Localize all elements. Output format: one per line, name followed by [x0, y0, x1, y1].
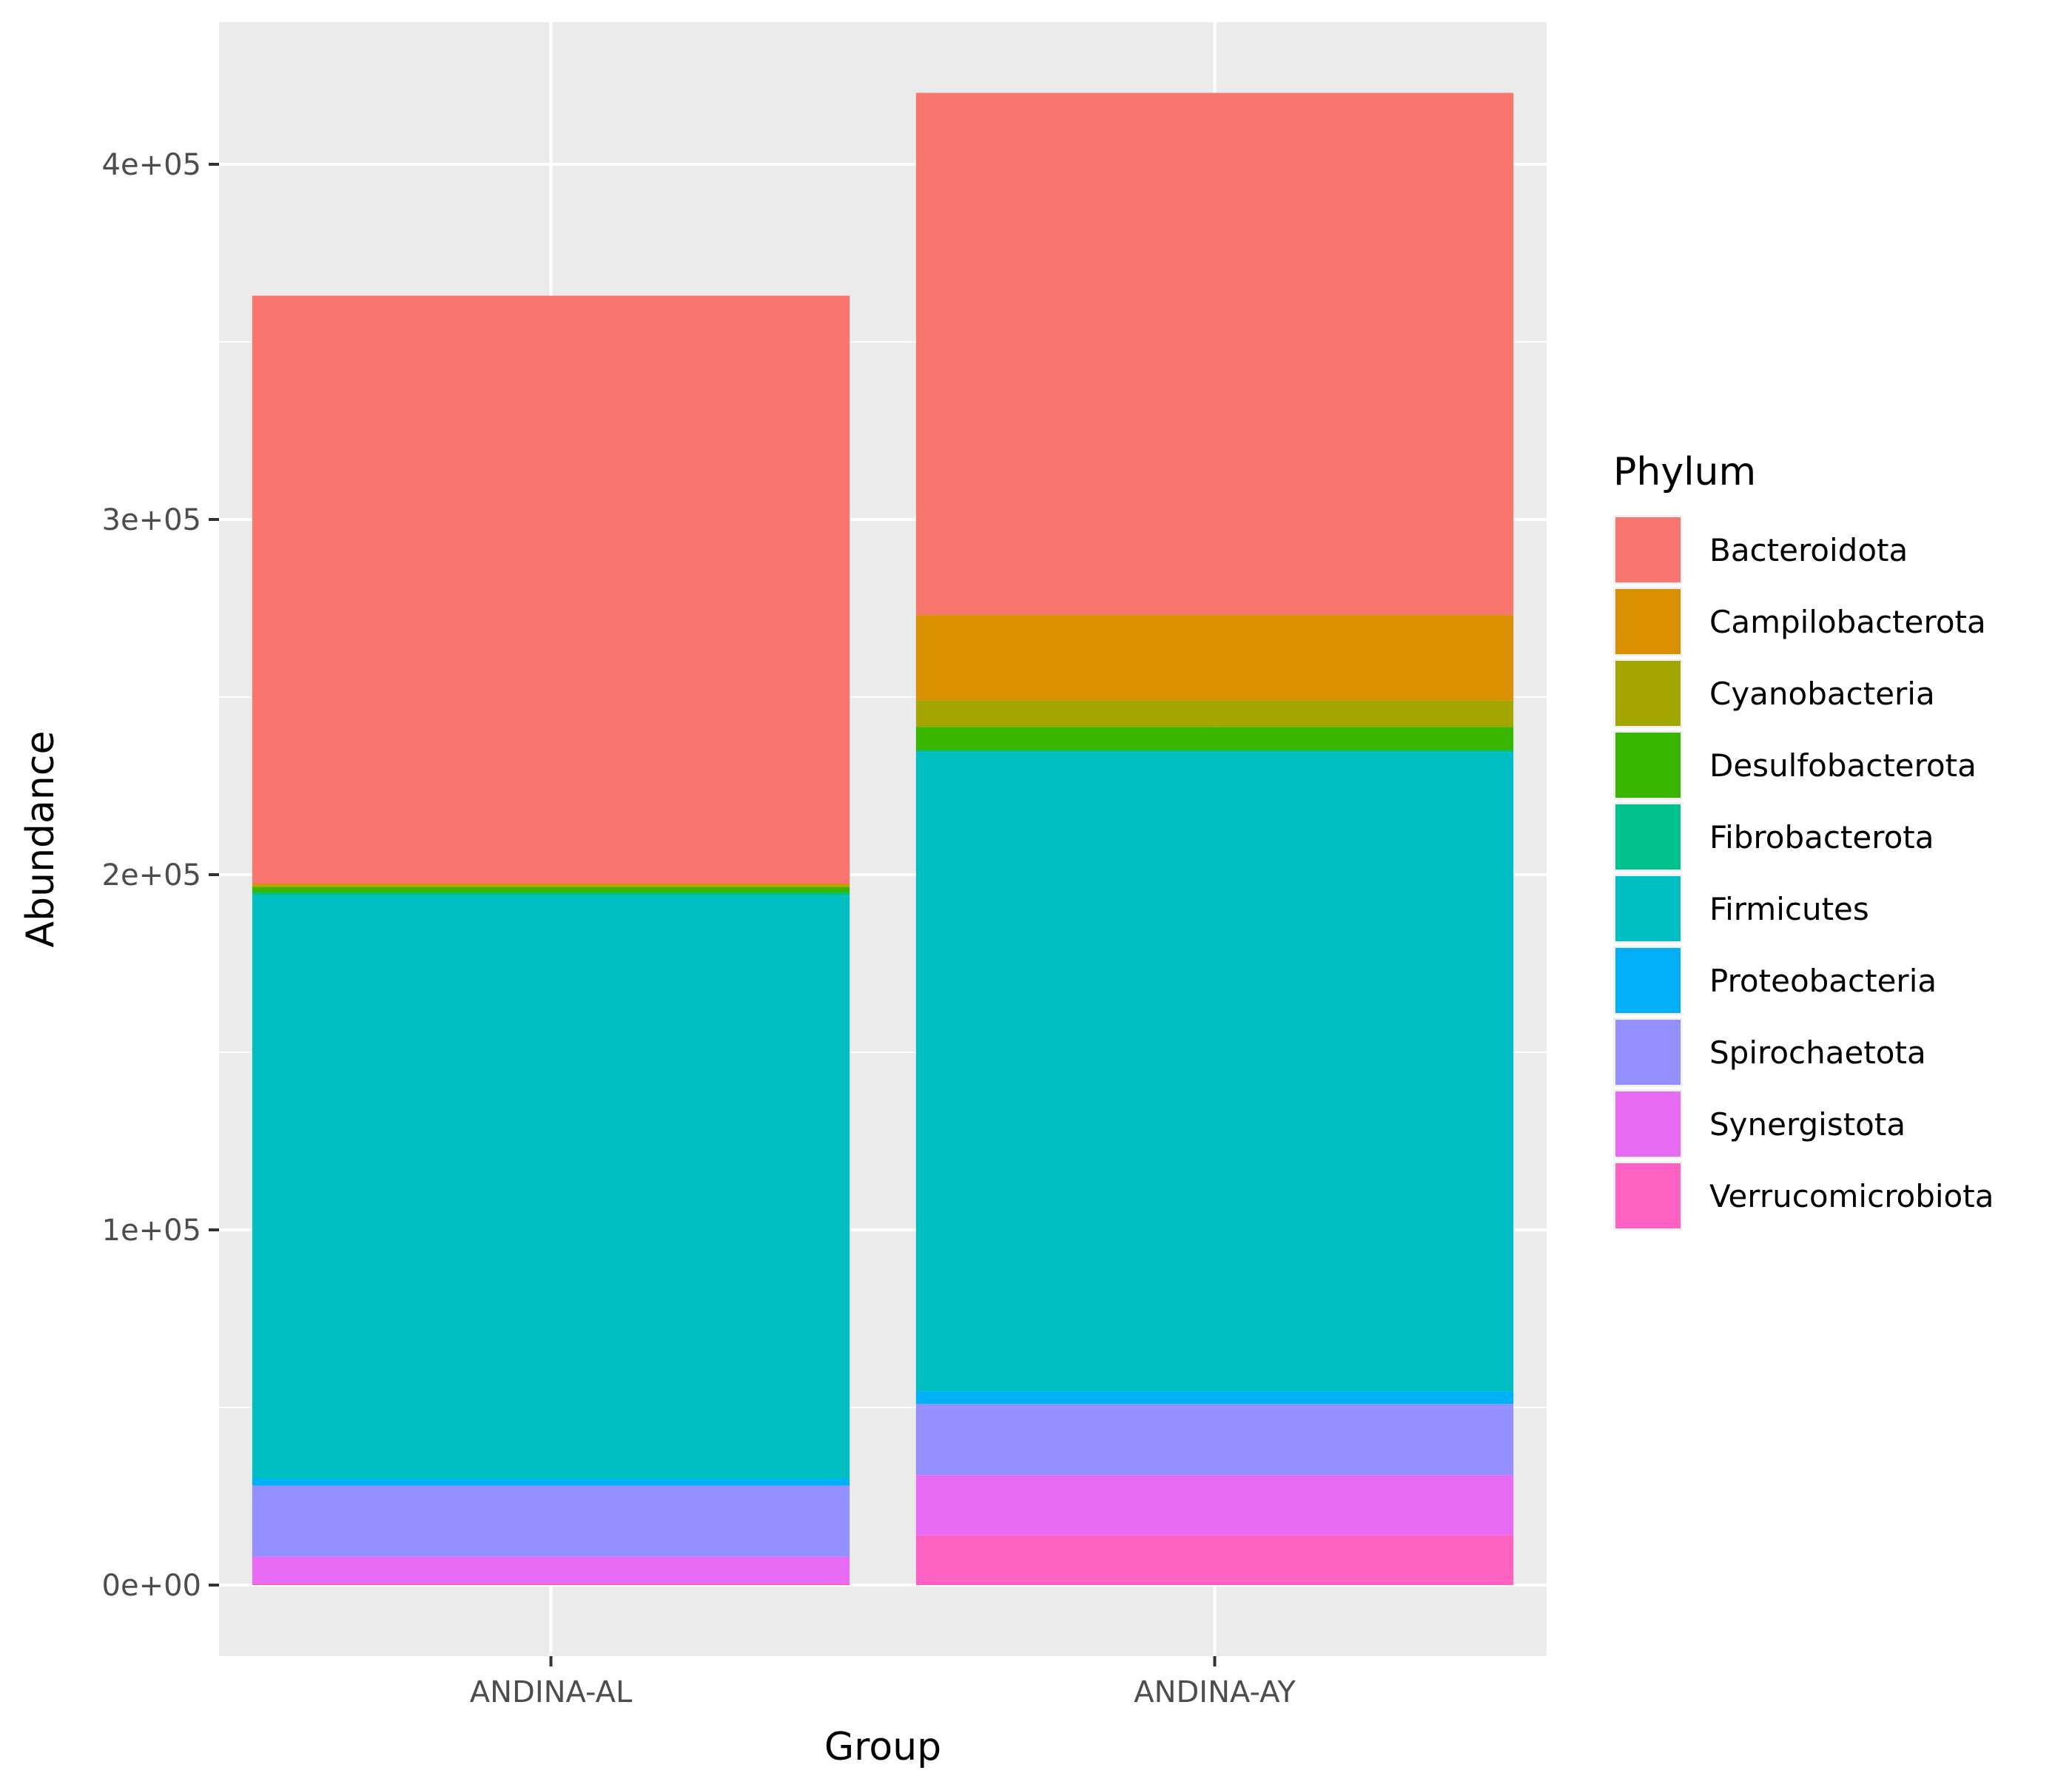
legend-item-bacteroidota: Bacteroidota: [1613, 515, 1908, 585]
bar-segment-bacteroidota-andina-al: [252, 295, 850, 884]
legend-item-synergistota: Synergistota: [1613, 1089, 1906, 1159]
legend-item-fibrobacterota: Fibrobacterota: [1613, 802, 1934, 872]
legend-swatch: [1615, 1092, 1681, 1157]
legend-swatch: [1615, 804, 1681, 870]
bar-segment-desulfobacterota-andina-ay: [915, 727, 1514, 750]
bar-segment-firmicutes-andina-ay: [915, 752, 1514, 1392]
x-axis: ANDINA-AL ANDINA-AY: [470, 1656, 1296, 1709]
bar-segment-campilobacterota-andina-al: [252, 884, 850, 886]
bar-segment-verrucomicrobiota-andina-al: [252, 1583, 850, 1585]
bar-segment-firmicutes-andina-al: [252, 895, 850, 1479]
legend-swatch: [1615, 876, 1681, 941]
y-axis: 0e+00 1e+05 2e+05 3e+05 4e+05: [102, 148, 219, 1603]
legend-swatch: [1615, 517, 1681, 582]
legend-swatch: [1615, 1163, 1681, 1228]
bar-segment-proteobacteria-andina-ay: [915, 1391, 1514, 1405]
bar-segment-verrucomicrobiota-andina-ay: [915, 1535, 1514, 1585]
bar-segment-proteobacteria-andina-al: [252, 1479, 850, 1486]
x-tick-label: ANDINA-AY: [1134, 1675, 1296, 1709]
y-tick-label: 1e+05: [102, 1214, 201, 1248]
bars: [252, 92, 1514, 1585]
legend-label: Proteobacteria: [1709, 963, 1937, 999]
bar-segment-synergistota-andina-ay: [915, 1475, 1514, 1536]
x-tick-label: ANDINA-AL: [470, 1675, 633, 1709]
y-tick-label: 0e+00: [102, 1569, 201, 1603]
legend-label: Firmicutes: [1709, 891, 1869, 927]
bar-segment-cyanobacteria-andina-ay: [915, 700, 1514, 727]
legend-item-desulfobacterota: Desulfobacterota: [1613, 730, 1977, 800]
legend-label: Verrucomicrobiota: [1709, 1178, 1994, 1214]
y-tick-label: 2e+05: [102, 858, 201, 892]
bar-segment-desulfobacterota-andina-al: [252, 887, 850, 892]
legend-items: Bacteroidota Campilobacterota Cyanobacteri…: [1613, 515, 1994, 1231]
bar-segment-synergistota-andina-al: [252, 1556, 850, 1584]
legend-swatch: [1615, 661, 1681, 726]
legend-label: Cyanobacteria: [1709, 676, 1935, 712]
legend-label: Desulfobacterota: [1709, 747, 1977, 784]
y-tick-label: 3e+05: [102, 503, 201, 537]
legend-item-spirochaetota: Spirochaetota: [1613, 1018, 1926, 1087]
bar-segment-campilobacterota-andina-ay: [915, 615, 1514, 701]
bar-segment-bacteroidota-andina-ay: [915, 92, 1514, 616]
legend-label: Campilobacterota: [1709, 604, 1986, 640]
bar-segment-cyanobacteria-andina-al: [252, 885, 850, 887]
legend-swatch: [1615, 948, 1681, 1013]
legend-swatch: [1615, 1020, 1681, 1085]
legend-item-firmicutes: Firmicutes: [1613, 874, 1869, 944]
legend-swatch: [1615, 733, 1681, 798]
legend-label: Fibrobacterota: [1709, 819, 1934, 855]
legend-swatch: [1615, 589, 1681, 654]
legend-label: Synergistota: [1709, 1106, 1906, 1143]
legend-label: Bacteroidota: [1709, 532, 1908, 568]
legend-title: Phylum: [1613, 450, 1756, 494]
bar-segment-fibrobacterota-andina-al: [252, 892, 850, 896]
legend: Phylum Bacteroidota Campilobacterota Cyano…: [1613, 450, 1994, 1231]
bar-segment-fibrobacterota-andina-ay: [915, 750, 1514, 753]
legend-item-verrucomicrobiota: Verrucomicrobiota: [1613, 1161, 1994, 1231]
legend-item-cyanobacteria: Cyanobacteria: [1613, 659, 1935, 728]
bar-segment-spirochaetota-andina-al: [252, 1485, 850, 1557]
y-tick-label: 4e+05: [102, 148, 201, 182]
bar-segment-spirochaetota-andina-ay: [915, 1404, 1514, 1476]
legend-label: Spirochaetota: [1709, 1035, 1926, 1071]
x-axis-title: Group: [824, 1725, 941, 1769]
legend-item-campilobacterota: Campilobacterota: [1613, 587, 1986, 656]
legend-item-proteobacteria: Proteobacteria: [1613, 946, 1937, 1015]
y-axis-title: Abundance: [18, 731, 63, 948]
